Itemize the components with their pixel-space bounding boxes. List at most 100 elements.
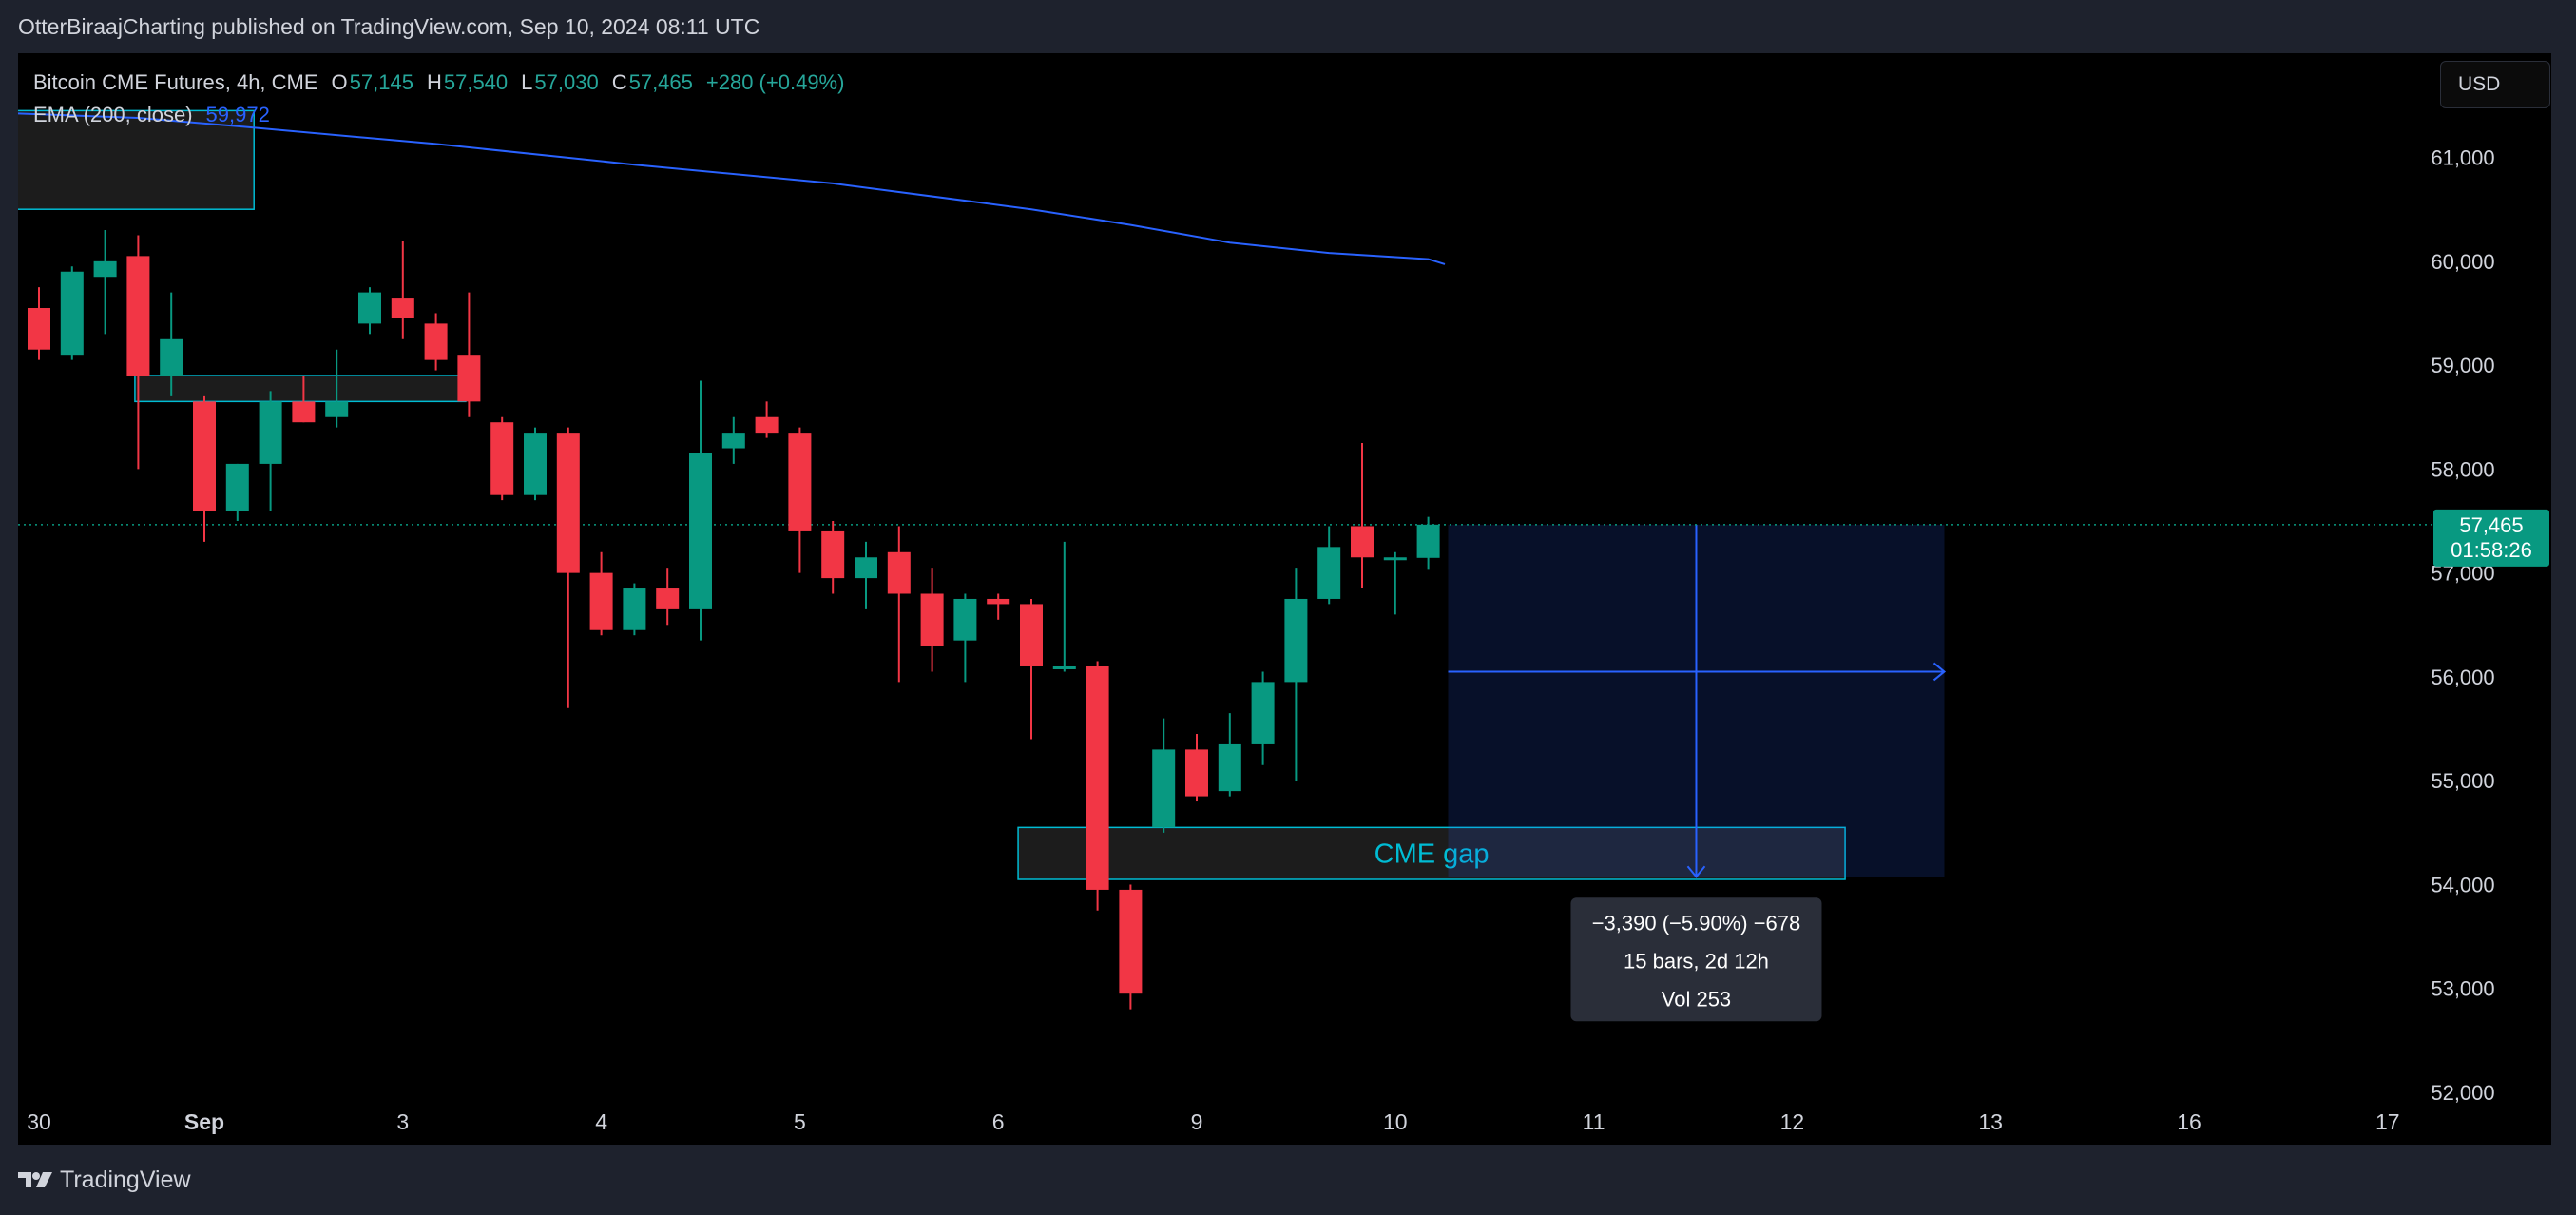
price-axis-label: 60,000	[2431, 250, 2494, 274]
brand-name: TradingView	[60, 1166, 191, 1193]
cme-gap-label: CME gap	[1375, 839, 1490, 870]
candle-body[interactable]	[1383, 557, 1407, 561]
zone-box[interactable]	[134, 375, 467, 403]
close-value: 57,465	[628, 70, 693, 94]
high-value: 57,540	[443, 70, 509, 94]
candle-body[interactable]	[656, 588, 680, 609]
candle-body[interactable]	[1351, 526, 1374, 558]
time-axis-label: 12	[1780, 1109, 1805, 1134]
candle-body[interactable]	[689, 453, 712, 609]
measure-info-line: Vol 253	[1662, 987, 1731, 1011]
candle-body[interactable]	[855, 557, 877, 579]
candle-body[interactable]	[193, 401, 216, 511]
candle-body[interactable]	[225, 463, 249, 511]
candle-body[interactable]	[1416, 524, 1440, 558]
cme-gap-box[interactable]	[1017, 826, 1846, 880]
time-axis-label: 17	[2375, 1109, 2400, 1134]
symbol-row: Bitcoin CME Futures, 4h, CME O 57,145 H …	[33, 67, 844, 99]
candle-body[interactable]	[920, 593, 944, 646]
candle-body[interactable]	[589, 572, 613, 630]
candle-body[interactable]	[358, 292, 381, 324]
candle-body[interactable]	[292, 401, 316, 423]
ema-row: EMA (200, close) 59,972	[33, 99, 844, 131]
time-axis-label: 5	[794, 1109, 806, 1134]
candle-body[interactable]	[60, 271, 84, 356]
time-axis-label: 11	[1583, 1109, 1605, 1134]
change-value: +280 (+0.49%)	[705, 70, 845, 94]
measure-info-box	[1570, 897, 1822, 1022]
price-axis-label: 59,000	[2431, 354, 2494, 377]
price-axis-label: 52,000	[2431, 1081, 2494, 1105]
candle-body[interactable]	[457, 355, 481, 402]
candle-body[interactable]	[1185, 749, 1208, 797]
time-axis-label: 30	[27, 1109, 51, 1134]
candle-body[interactable]	[259, 401, 282, 464]
open-value: 57,145	[349, 70, 413, 94]
candle-body[interactable]	[887, 551, 911, 594]
open-label: O	[331, 70, 348, 94]
legend: Bitcoin CME Futures, 4h, CME O 57,145 H …	[33, 67, 844, 131]
candle-body[interactable]	[93, 260, 117, 278]
time-axis-label: 13	[1978, 1109, 2003, 1134]
price-axis-label: 55,000	[2431, 769, 2494, 793]
measure-info-line: −3,390 (−5.90%) −678	[1592, 911, 1801, 935]
candle-body[interactable]	[1317, 547, 1341, 599]
candle-body[interactable]	[126, 256, 150, 376]
published-text: OtterBiraajCharting published on Trading…	[18, 13, 760, 39]
price-countdown: 01:58:26	[2451, 538, 2532, 562]
candle-body[interactable]	[1052, 665, 1076, 669]
chart-pane[interactable]: CME gap −3,390 (−5.90%) −678 15 bars, 2d 1…	[18, 53, 2551, 1145]
ema-value: 59,972	[205, 103, 270, 126]
candle-body[interactable]	[1119, 889, 1143, 994]
candle-body[interactable]	[391, 298, 414, 318]
candle-body[interactable]	[1086, 665, 1109, 890]
time-axis-label: 10	[1383, 1109, 1408, 1134]
time-axis-label: 16	[2177, 1109, 2201, 1134]
candle-body[interactable]	[1020, 604, 1043, 666]
zone-box[interactable]	[18, 109, 255, 210]
measure-down-arrowhead	[1686, 865, 1706, 878]
last-price-value: 57,465	[2459, 513, 2523, 537]
candle-body[interactable]	[1251, 682, 1275, 744]
price-axis-label: 53,000	[2431, 977, 2494, 1001]
last-price-tag	[2433, 509, 2549, 567]
candle-body[interactable]	[1152, 749, 1176, 828]
candle-body[interactable]	[490, 422, 514, 495]
ema-label[interactable]: EMA (200, close)	[33, 103, 193, 126]
candle-body[interactable]	[987, 598, 1010, 605]
candle-body[interactable]	[524, 433, 547, 495]
price-axis-label: 56,000	[2431, 665, 2494, 689]
candle-body[interactable]	[1284, 598, 1308, 683]
low-label: L	[521, 70, 533, 94]
high-label: H	[426, 70, 442, 94]
candle-body[interactable]	[28, 308, 50, 350]
price-axis-label: 58,000	[2431, 457, 2494, 481]
candle-body[interactable]	[160, 338, 183, 376]
candle-body[interactable]	[424, 323, 448, 360]
chart-canvas[interactable]: CME gap −3,390 (−5.90%) −678 15 bars, 2d 1…	[18, 53, 2551, 1145]
candle-body[interactable]	[556, 433, 580, 573]
price-axis-label: 61,000	[2431, 146, 2494, 170]
time-axis-label: 9	[1191, 1109, 1203, 1134]
candle-body[interactable]	[325, 401, 349, 417]
time-axis-label: 3	[396, 1109, 409, 1134]
low-value: 57,030	[534, 70, 599, 94]
candle-body[interactable]	[721, 433, 745, 449]
symbol-title[interactable]: Bitcoin CME Futures, 4h, CME	[33, 70, 318, 94]
candle-body[interactable]	[755, 416, 779, 434]
candle-body[interactable]	[623, 588, 646, 630]
candle-body[interactable]	[1218, 743, 1241, 792]
footer: TradingView	[0, 1145, 2576, 1215]
candle-body[interactable]	[821, 530, 845, 579]
measure-right-arrowhead	[1932, 662, 1947, 682]
tradingview-logo[interactable]: TradingView	[18, 1167, 191, 1194]
ema-line[interactable]	[18, 110, 1446, 265]
price-axis-label: 54,000	[2431, 873, 2494, 897]
time-axis-label: Sep	[184, 1109, 224, 1134]
candle-body[interactable]	[788, 433, 812, 531]
tradingview-logo-icon	[18, 1172, 52, 1187]
candle-body[interactable]	[953, 598, 977, 641]
header: OtterBiraajCharting published on Trading…	[0, 0, 2576, 53]
currency-button[interactable]: USD	[2440, 61, 2550, 108]
measure-info-line: 15 bars, 2d 12h	[1624, 949, 1769, 973]
